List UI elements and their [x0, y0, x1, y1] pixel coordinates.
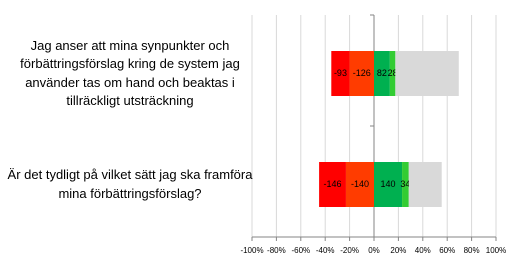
- x-tick-label: 40%: [415, 246, 431, 255]
- x-tick-label: -40%: [316, 246, 335, 255]
- bar-segment: [374, 162, 403, 207]
- x-tick-label: 0%: [368, 246, 380, 255]
- bar-segment: [389, 51, 396, 96]
- x-tick-label: -60%: [291, 246, 310, 255]
- data-label: 28: [388, 68, 398, 78]
- data-label: -140: [351, 179, 369, 189]
- data-label: -126: [353, 68, 371, 78]
- data-label: -93: [334, 68, 347, 78]
- data-label: -146: [324, 179, 342, 189]
- x-tick-label: 100%: [486, 246, 506, 255]
- category-label: Är det tydligt på vilket sätt jag ska fr…: [7, 167, 253, 201]
- bar-segment: [349, 51, 374, 96]
- data-label: 34: [400, 179, 410, 189]
- bar-segment: [402, 162, 409, 207]
- x-tick-label: -80%: [267, 246, 286, 255]
- x-tick-label: 20%: [390, 246, 406, 255]
- bar-segment: [345, 162, 374, 207]
- category-label: Jag anser att mina synpunkter och förbät…: [20, 37, 240, 109]
- data-label: 140: [381, 179, 396, 189]
- x-tick-label: -100%: [240, 246, 263, 255]
- bar-segment: [374, 51, 390, 96]
- bar-segment: [319, 162, 346, 207]
- bar-segment: [408, 162, 442, 207]
- data-label: 82: [377, 68, 387, 78]
- x-tick-label: -20%: [340, 246, 359, 255]
- x-tick-label: 60%: [439, 246, 455, 255]
- bar-segment: [331, 51, 350, 96]
- x-tick-label: 80%: [464, 246, 480, 255]
- bar-segment: [395, 51, 459, 96]
